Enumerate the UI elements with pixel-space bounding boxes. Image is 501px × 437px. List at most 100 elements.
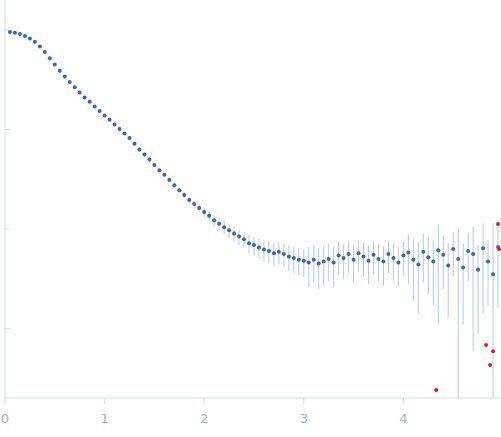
error-bar bbox=[328, 244, 329, 281]
data-point bbox=[302, 259, 306, 263]
data-point bbox=[187, 198, 191, 202]
data-point bbox=[137, 147, 141, 151]
data-point bbox=[292, 256, 296, 260]
data-point bbox=[98, 109, 102, 113]
error-bar bbox=[408, 234, 409, 283]
x-tick bbox=[5, 398, 6, 404]
error-bar bbox=[493, 223, 494, 398]
data-point bbox=[247, 241, 251, 245]
data-point bbox=[157, 168, 161, 172]
data-point bbox=[391, 256, 395, 260]
data-point bbox=[441, 253, 445, 257]
data-point bbox=[282, 252, 286, 256]
data-point bbox=[322, 260, 326, 264]
x-tick-label: 2 bbox=[200, 411, 208, 426]
data-point bbox=[257, 246, 261, 250]
x-axis bbox=[5, 398, 501, 399]
error-bar bbox=[368, 246, 369, 284]
data-point bbox=[177, 188, 181, 192]
data-point bbox=[436, 248, 440, 252]
x-tick bbox=[104, 398, 105, 404]
data-point bbox=[317, 261, 321, 265]
data-point bbox=[352, 258, 356, 262]
data-point bbox=[202, 210, 206, 214]
data-point bbox=[486, 260, 490, 264]
data-point bbox=[88, 100, 92, 104]
data-point bbox=[23, 34, 27, 38]
data-point bbox=[63, 75, 67, 79]
data-point bbox=[411, 258, 415, 262]
x-tick-label: 1 bbox=[100, 411, 108, 426]
data-point bbox=[406, 250, 410, 254]
data-point bbox=[28, 37, 32, 41]
error-bar bbox=[483, 223, 484, 314]
error-bar bbox=[443, 236, 444, 289]
data-point bbox=[182, 193, 186, 197]
data-point bbox=[372, 253, 376, 257]
data-point bbox=[197, 206, 201, 210]
data-point bbox=[476, 268, 480, 272]
data-point bbox=[68, 80, 72, 84]
data-point bbox=[431, 260, 435, 264]
x-tick-label: 3 bbox=[300, 411, 308, 426]
error-bar bbox=[403, 242, 404, 276]
error-bar bbox=[343, 244, 344, 280]
data-point bbox=[342, 256, 346, 260]
error-bar bbox=[303, 249, 304, 277]
error-bar bbox=[473, 226, 474, 350]
x-tick bbox=[303, 398, 304, 404]
data-point bbox=[337, 254, 341, 258]
data-point bbox=[451, 247, 455, 251]
data-point bbox=[222, 225, 226, 229]
data-point bbox=[287, 254, 291, 258]
data-point bbox=[416, 262, 420, 266]
x-tick bbox=[403, 398, 404, 404]
data-point bbox=[466, 249, 470, 253]
data-point bbox=[381, 260, 385, 264]
data-point bbox=[53, 62, 57, 66]
data-point bbox=[488, 363, 492, 367]
plot-area bbox=[8, 30, 501, 398]
data-point bbox=[357, 251, 361, 255]
data-point bbox=[172, 183, 176, 187]
data-point bbox=[162, 173, 166, 177]
data-point bbox=[262, 248, 266, 252]
data-point bbox=[267, 249, 271, 253]
data-point bbox=[132, 142, 136, 146]
data-point bbox=[123, 132, 127, 136]
error-bar bbox=[428, 238, 429, 295]
error-bar bbox=[333, 247, 334, 287]
error-bar bbox=[378, 244, 379, 281]
x-tick-label: 0 bbox=[1, 411, 9, 426]
error-bar bbox=[463, 244, 464, 325]
data-point bbox=[167, 178, 171, 182]
error-bar bbox=[498, 223, 499, 309]
data-point bbox=[13, 31, 17, 35]
data-point bbox=[147, 157, 151, 161]
data-point bbox=[497, 247, 501, 251]
data-point bbox=[118, 127, 122, 131]
error-bar bbox=[373, 241, 374, 274]
data-point bbox=[227, 228, 231, 232]
data-point bbox=[8, 30, 12, 34]
data-point bbox=[386, 252, 390, 256]
data-point bbox=[456, 257, 460, 261]
data-point bbox=[252, 243, 256, 247]
y-tick bbox=[5, 328, 10, 329]
data-point bbox=[43, 50, 47, 54]
error-bar bbox=[458, 229, 459, 398]
data-point bbox=[327, 257, 331, 261]
data-point bbox=[113, 123, 117, 127]
data-point bbox=[127, 136, 131, 140]
data-point bbox=[48, 56, 52, 60]
error-bar bbox=[468, 234, 469, 281]
error-bar bbox=[438, 224, 439, 324]
error-bar bbox=[398, 247, 399, 287]
data-point bbox=[491, 272, 495, 276]
data-point bbox=[297, 258, 301, 262]
data-point bbox=[471, 252, 475, 256]
data-point bbox=[272, 251, 276, 255]
data-point bbox=[446, 263, 450, 267]
data-point bbox=[312, 258, 316, 262]
error-bar bbox=[363, 243, 364, 277]
